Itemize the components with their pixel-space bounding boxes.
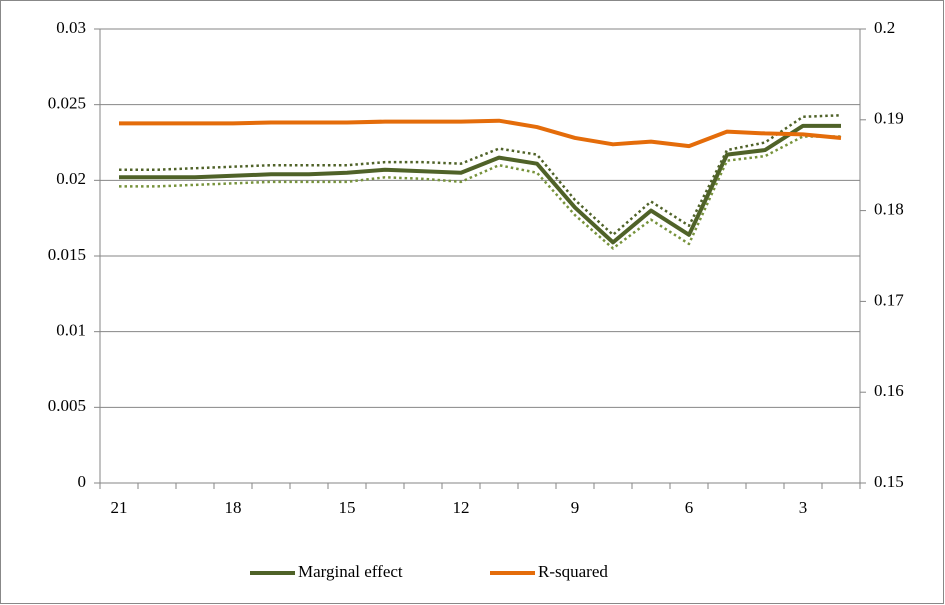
y-tick-label: 0.015 xyxy=(48,245,86,264)
x-tick-label: 6 xyxy=(685,498,694,517)
y2-tick-label: 0.17 xyxy=(874,290,904,309)
band-line xyxy=(119,135,841,250)
x-tick-label: 12 xyxy=(453,498,470,517)
y2-tick-label: 0.15 xyxy=(874,472,904,491)
y-tick-label: 0.005 xyxy=(48,396,86,415)
series-line xyxy=(119,118,842,149)
legend-label: Marginal effect xyxy=(298,562,403,581)
y2-tick-label: 0.16 xyxy=(874,381,904,400)
x-tick-label: 3 xyxy=(799,498,808,517)
x-tick-label: 18 xyxy=(225,498,242,517)
y2-tick-label: 0.19 xyxy=(874,109,904,128)
y-tick-label: 0 xyxy=(78,472,87,491)
y2-tick-label: 0.18 xyxy=(874,200,904,219)
y-tick-label: 0.03 xyxy=(56,18,86,37)
y2-tick-label: 0.2 xyxy=(874,18,895,37)
y-tick-label: 0.025 xyxy=(48,94,86,113)
x-tick-label: 15 xyxy=(339,498,356,517)
y-tick-label: 0.02 xyxy=(56,169,86,188)
legend-label: R-squared xyxy=(538,562,608,581)
x-tick-label: 9 xyxy=(571,498,580,517)
x-tick-label: 21 xyxy=(111,498,128,517)
y-tick-label: 0.01 xyxy=(56,321,86,340)
series-line xyxy=(119,123,841,245)
